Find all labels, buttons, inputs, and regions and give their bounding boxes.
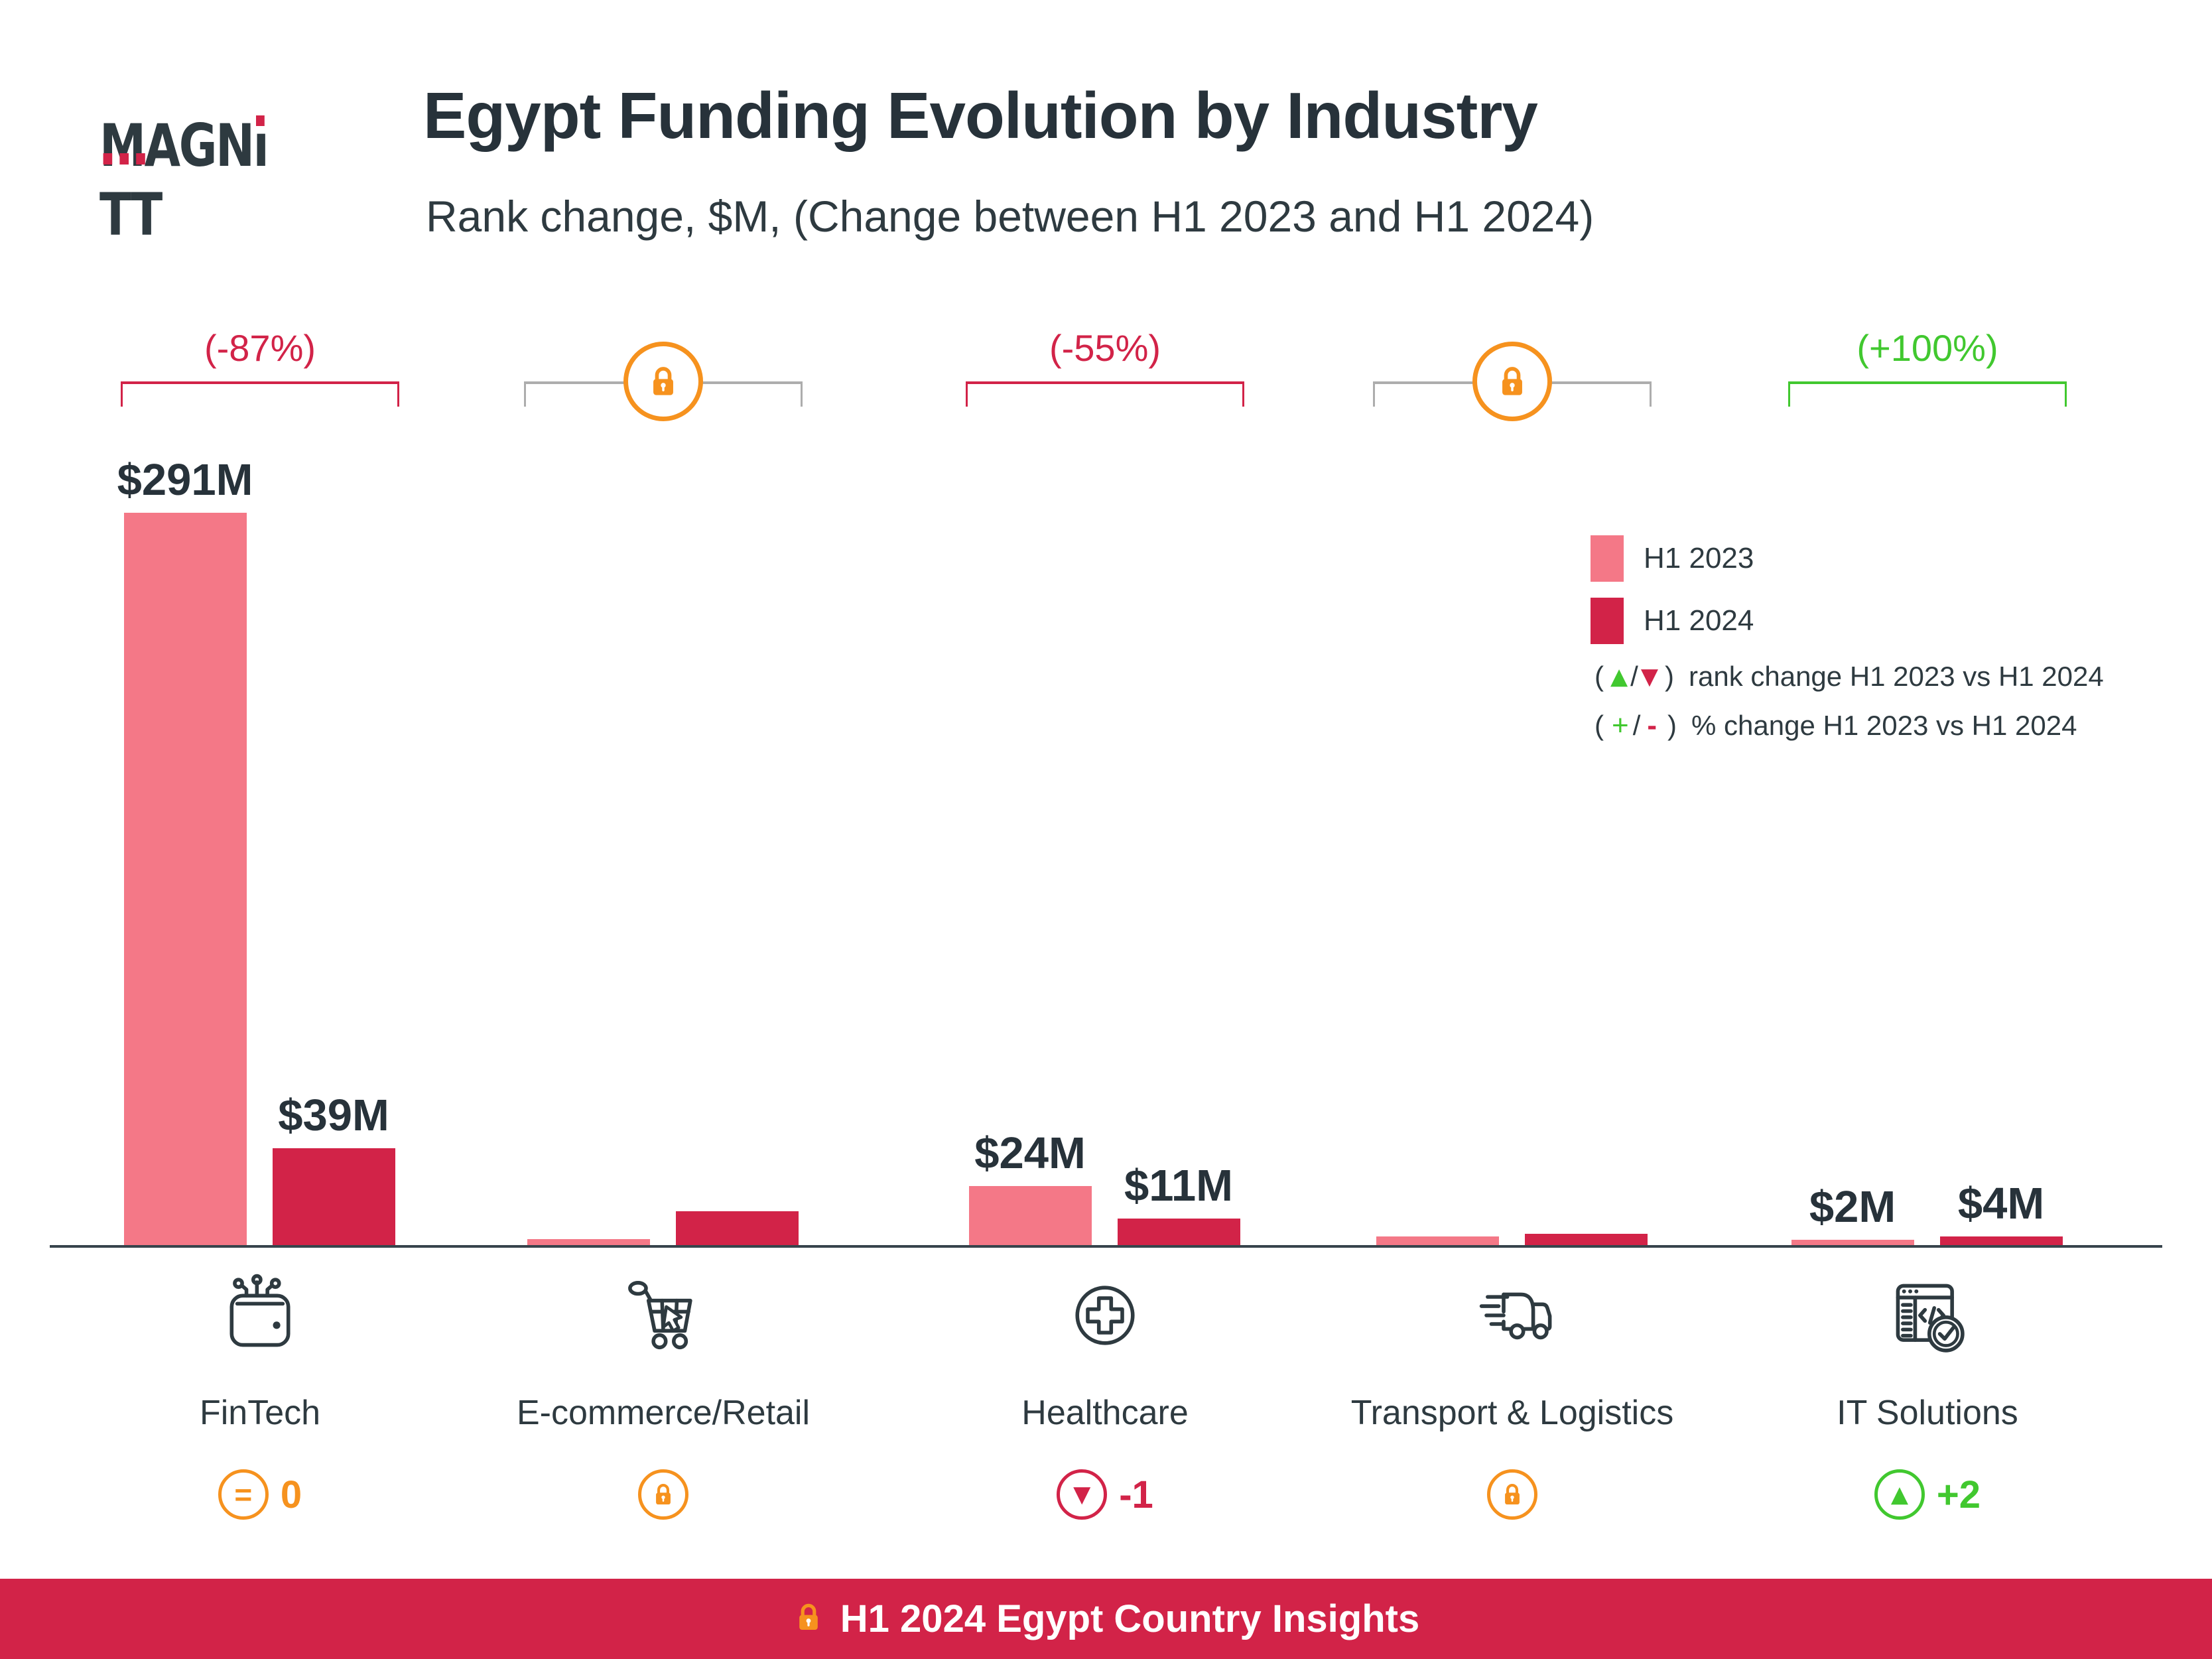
page-title: Egypt Funding Evolution by Industry <box>423 79 1538 152</box>
paren: ( <box>1594 710 1604 741</box>
bar-h1-2023 <box>1376 1236 1499 1246</box>
rank-badge-number: +2 <box>1936 1473 1981 1516</box>
pct-change-label: (-87%) <box>204 327 316 369</box>
bar-h1-2023 <box>969 1185 1092 1246</box>
footer-banner[interactable]: H1 2024 Egypt Country Insights <box>0 1579 2212 1659</box>
rank-change-badge <box>451 1466 876 1523</box>
lock-icon <box>653 367 673 395</box>
bar-value-label-h1-2024: $4M <box>1957 1178 2045 1228</box>
bar-h1-2024 <box>1118 1219 1240 1246</box>
logo-accent-dot <box>136 153 145 165</box>
lock-icon <box>656 1484 671 1505</box>
bar-h1-2023 <box>1791 1240 1914 1246</box>
lock-icon <box>793 1601 824 1636</box>
rank-change-badge: ▼ -1 <box>893 1466 1317 1523</box>
legend-label: H1 2023 <box>1644 542 1754 574</box>
up-triangle-icon: ▲ <box>1610 663 1628 690</box>
category-label: E-commerce/Retail <box>516 1394 811 1432</box>
locked-rank-badge[interactable] <box>638 1469 688 1520</box>
h1-2024-swatch <box>1591 598 1624 644</box>
bar-value-label-h1-2023: $2M <box>1809 1182 1896 1232</box>
magnitt-logo: MAGNı TT <box>99 111 378 249</box>
legend-label: rank change H1 2023 vs H1 2024 <box>1688 661 2104 692</box>
rank-change-badge: ▲ +2 <box>1715 1466 2140 1523</box>
pct-change-label: (-55%) <box>1049 327 1161 369</box>
paren: ) <box>1667 710 1677 741</box>
rank-badge-number: -1 <box>1119 1473 1153 1516</box>
category-column-transport-logistics: Transport & Logistics <box>1300 0 1724 1659</box>
minus-sign: - <box>1647 709 1658 742</box>
legend-item-h1-2023: H1 2023 <box>1591 535 2104 582</box>
down-triangle-icon: ▼ <box>1640 663 1658 690</box>
category-column-it-solutions: (+100%) $2M $4M IT Solutions ▲ +2 <box>1715 0 2140 1659</box>
category-label: FinTech <box>199 1394 321 1432</box>
legend-label: H1 2024 <box>1644 604 1754 637</box>
delivery-truck-icon <box>1469 1272 1555 1359</box>
h1-2023-swatch <box>1591 535 1624 582</box>
x-axis-line <box>50 1245 2162 1248</box>
bar-value-label-h1-2023: $291M <box>117 455 253 505</box>
logo-accent-dot <box>119 153 129 165</box>
page-subtitle: Rank change, $M, (Change between H1 2023… <box>426 192 1594 241</box>
category-column-e-commerce-retail: E-commerce/Retail <box>451 0 876 1659</box>
bar-h1-2024 <box>1940 1236 2063 1246</box>
legend-item-h1-2024: H1 2024 <box>1591 597 2104 645</box>
rank-change-badge <box>1300 1466 1724 1523</box>
bar-value-label-h1-2024: $11M <box>1124 1161 1233 1211</box>
lock-icon <box>1502 367 1522 395</box>
plus-sign: + <box>1612 709 1629 742</box>
it-code-window-icon <box>1884 1272 1971 1359</box>
rank-badge-circle: = <box>218 1469 269 1520</box>
locked-rank-badge[interactable] <box>1487 1469 1537 1520</box>
paren: ( <box>1594 661 1604 692</box>
bar-h1-2023 <box>124 513 247 1246</box>
rank-badge-circle: ▲ <box>1874 1469 1925 1520</box>
rank-change-badge: = 0 <box>48 1466 472 1523</box>
category-column-fintech: (-87%) $291M $39M FinTech = 0 <box>48 0 472 1659</box>
pct-change-bracket <box>121 381 399 407</box>
footer-label: H1 2024 Egypt Country Insights <box>840 1597 1420 1640</box>
separator: / <box>1632 710 1641 741</box>
bar-h1-2023 <box>527 1238 650 1246</box>
pct-change-bracket <box>966 381 1244 407</box>
lock-icon <box>1505 1484 1520 1505</box>
pct-change-label: (+100%) <box>1856 327 1998 369</box>
legend-pct-change-row: ( + / - ) % change H1 2023 vs H1 2024 <box>1591 708 2104 743</box>
fintech-wallet-icon <box>217 1272 303 1359</box>
locked-pct-badge[interactable] <box>1472 342 1552 421</box>
medical-cross-icon <box>1062 1272 1148 1359</box>
shopping-cart-icon <box>620 1272 706 1359</box>
legend-rank-change-row: ( ▲ / ▼ ) rank change H1 2023 vs H1 2024 <box>1591 659 2104 694</box>
category-label: IT Solutions <box>1837 1394 2018 1432</box>
category-label: Transport & Logistics <box>1350 1394 1674 1432</box>
bar-value-label-h1-2024: $39M <box>278 1090 389 1140</box>
category-label: Healthcare <box>1021 1394 1189 1432</box>
rank-badge-number: 0 <box>280 1473 302 1516</box>
logo-accent-dot <box>103 153 113 165</box>
logo-i-dot <box>256 115 265 126</box>
bar-value-label-h1-2023: $24M <box>974 1128 1086 1178</box>
paren: ) <box>1664 661 1674 692</box>
legend: H1 2023 H1 2024 ( ▲ / ▼ ) rank change H1… <box>1591 535 2104 743</box>
lock-icon <box>799 1603 818 1630</box>
legend-label: % change H1 2023 vs H1 2024 <box>1691 710 2077 741</box>
separator: / <box>1630 661 1638 692</box>
pct-change-bracket <box>1788 381 2067 407</box>
bar-h1-2024 <box>676 1211 799 1246</box>
locked-pct-badge[interactable] <box>623 342 703 421</box>
bar-h1-2024 <box>273 1148 395 1246</box>
rank-badge-circle: ▼ <box>1057 1469 1108 1520</box>
bar-h1-2024 <box>1525 1233 1648 1246</box>
magnitt-logo-text: MAGNı TT <box>99 111 269 249</box>
category-column-healthcare: (-55%) $24M $11M Healthcare ▼ -1 <box>893 0 1317 1659</box>
